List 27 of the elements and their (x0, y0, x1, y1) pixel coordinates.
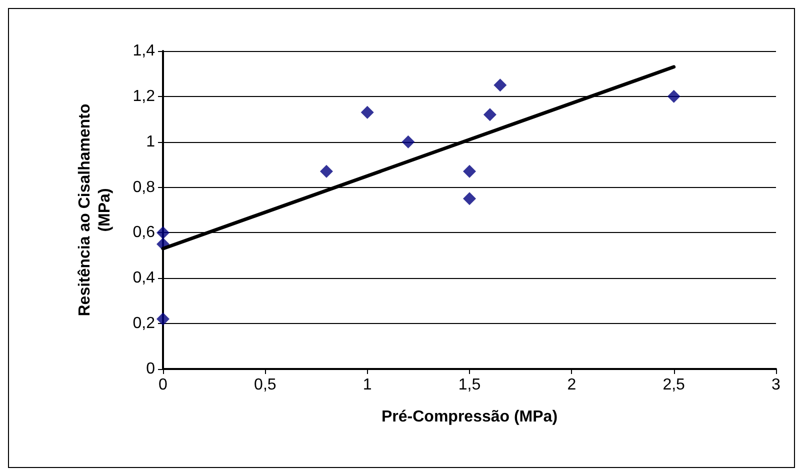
x-tick-label: 2,5 (662, 376, 686, 394)
point (402, 135, 415, 148)
point (463, 192, 476, 206)
y-tick-label: 1,4 (132, 42, 156, 60)
point (483, 108, 496, 122)
y-tick-label: 0,6 (132, 224, 156, 242)
point (156, 312, 170, 326)
point (320, 164, 333, 178)
y-tick-label: 1,2 (132, 88, 156, 105)
x-tick-label: 1 (362, 376, 372, 394)
x-tick-label: 3 (772, 376, 781, 394)
y-axis-title: Resitência ao Cisalhamento (MPa) (76, 104, 114, 316)
point (494, 78, 507, 92)
y-tick-label: 0,2 (132, 315, 156, 332)
y-tick-label: 0 (146, 360, 156, 378)
y-tick-label: 1 (146, 133, 156, 150)
point (463, 164, 476, 178)
y-tick-label: 0,4 (132, 270, 156, 287)
point (156, 226, 170, 240)
x-axis-title: Pré-Compressão (MPa) (381, 408, 558, 426)
x-tick-label: 1,5 (458, 376, 481, 394)
x-tick-label: 0,5 (254, 376, 276, 394)
point (360, 106, 374, 119)
y-tick-label: 0,8 (132, 178, 156, 196)
x-tick-label: 2 (567, 376, 576, 394)
point (667, 90, 680, 103)
x-tick-label: 0 (158, 376, 168, 394)
